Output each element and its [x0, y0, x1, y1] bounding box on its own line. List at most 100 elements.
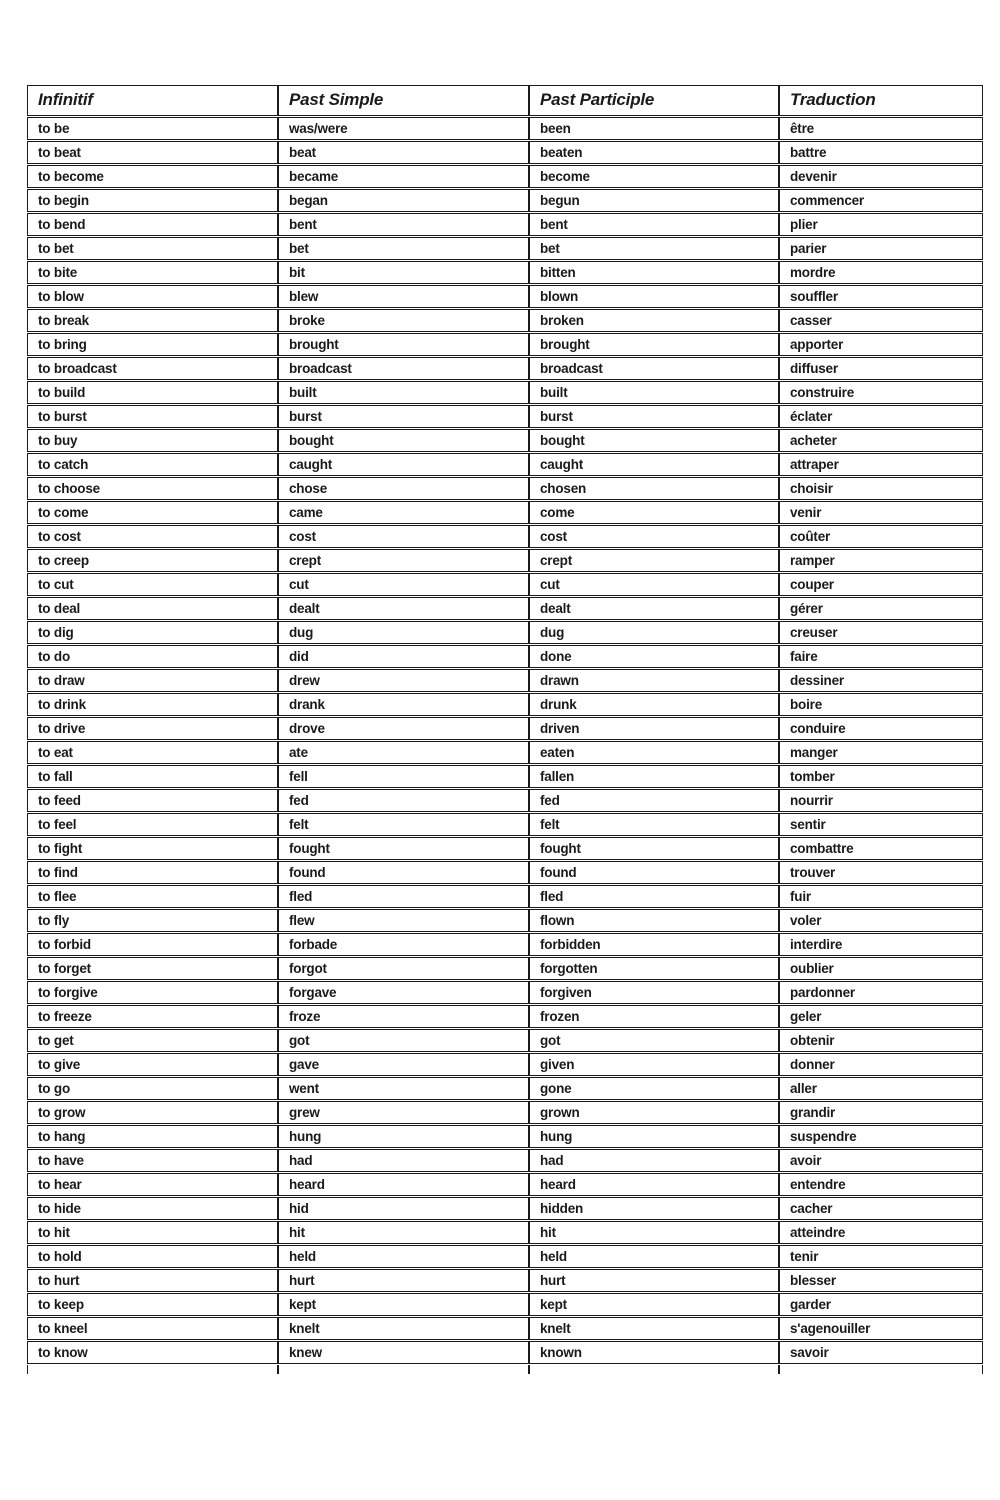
table-row: to fight fought fought combattre — [27, 837, 983, 860]
cell-past-participle: bet — [529, 237, 779, 260]
table-row: to bring brought brought apporter — [27, 333, 983, 356]
cell-traduction: pardonner — [779, 981, 983, 1004]
cell-past-simple: built — [278, 381, 529, 404]
cell-traduction: donner — [779, 1053, 983, 1076]
table-row: to hang hung hung suspendre — [27, 1125, 983, 1148]
cell-past-participle: drawn — [529, 669, 779, 692]
table-row: to come came come venir — [27, 501, 983, 524]
table-row: to build built built construire — [27, 381, 983, 404]
cell-traduction: fuir — [779, 885, 983, 908]
cell-past-simple: found — [278, 861, 529, 884]
cell-past-participle: crept — [529, 549, 779, 572]
table-row: to hear heard heard entendre — [27, 1173, 983, 1196]
cell-past-participle: fled — [529, 885, 779, 908]
table-row: to hurt hurt hurt blesser — [27, 1269, 983, 1292]
cell-past-simple: bet — [278, 237, 529, 260]
cell-traduction: nourrir — [779, 789, 983, 812]
column-header-traduction: Traduction — [779, 85, 983, 116]
cell-past-simple: ate — [278, 741, 529, 764]
cell-past-simple: drank — [278, 693, 529, 716]
table-row: to catch caught caught attraper — [27, 453, 983, 476]
table-row: to feel felt felt sentir — [27, 813, 983, 836]
table-header-row: Infinitif Past Simple Past Participle Tr… — [27, 85, 983, 116]
table-row: to forget forgot forgotten oublier — [27, 957, 983, 980]
cell-traduction: interdire — [779, 933, 983, 956]
table-row: to drive drove driven conduire — [27, 717, 983, 740]
cell-infinitif: to come — [27, 501, 278, 524]
cell-past-simple: got — [278, 1029, 529, 1052]
cell-traduction: boire — [779, 693, 983, 716]
cell-past-simple: fed — [278, 789, 529, 812]
table-row: to kneel knelt knelt s'agenouiller — [27, 1317, 983, 1340]
cell-past-simple: held — [278, 1245, 529, 1268]
cell-infinitif: to burst — [27, 405, 278, 428]
cell-past-participle: forgotten — [529, 957, 779, 980]
cell-past-simple: drew — [278, 669, 529, 692]
table-row: to blow blew blown souffler — [27, 285, 983, 308]
cell-infinitif: to hurt — [27, 1269, 278, 1292]
cell-past-simple: drove — [278, 717, 529, 740]
cell-traduction: savoir — [779, 1341, 983, 1364]
cell-infinitif: to bring — [27, 333, 278, 356]
cell-past-participle: fed — [529, 789, 779, 812]
cell-past-participle: chosen — [529, 477, 779, 500]
cell-traduction: blesser — [779, 1269, 983, 1292]
table-row: to hide hid hidden cacher — [27, 1197, 983, 1220]
table-row: to feed fed fed nourrir — [27, 789, 983, 812]
cell-traduction: être — [779, 117, 983, 140]
cell-infinitif: to fly — [27, 909, 278, 932]
cell-past-simple: fled — [278, 885, 529, 908]
cell-past-simple: forgot — [278, 957, 529, 980]
cell-infinitif: to eat — [27, 741, 278, 764]
cell-past-simple: brought — [278, 333, 529, 356]
cell-past-participle: hurt — [529, 1269, 779, 1292]
table-row: to deal dealt dealt gérer — [27, 597, 983, 620]
cell-infinitif: to hide — [27, 1197, 278, 1220]
cell-infinitif: to begin — [27, 189, 278, 212]
cell-past-simple: cost — [278, 525, 529, 548]
cell-traduction: plier — [779, 213, 983, 236]
column-header-infinitif: Infinitif — [27, 85, 278, 116]
cell-traduction: gérer — [779, 597, 983, 620]
table-row: to drink drank drunk boire — [27, 693, 983, 716]
cell-infinitif: to feel — [27, 813, 278, 836]
table-row: to fly flew flown voler — [27, 909, 983, 932]
cell-past-participle: kept — [529, 1293, 779, 1316]
cell-past-simple: bought — [278, 429, 529, 452]
cell-past-participle: drunk — [529, 693, 779, 716]
cell-traduction: sentir — [779, 813, 983, 836]
table-row: to give gave given donner — [27, 1053, 983, 1076]
cell-traduction: devenir — [779, 165, 983, 188]
cell-past-simple: dealt — [278, 597, 529, 620]
cell-infinitif: to get — [27, 1029, 278, 1052]
table-row: to hit hit hit atteindre — [27, 1221, 983, 1244]
table-body: to be was/were been être to beat beat be… — [27, 117, 983, 1364]
table-row: to grow grew grown grandir — [27, 1101, 983, 1124]
cell-traduction: tomber — [779, 765, 983, 788]
cell-past-simple: broke — [278, 309, 529, 332]
table-row: to cost cost cost coûter — [27, 525, 983, 548]
cell-past-simple: crept — [278, 549, 529, 572]
cell-traduction: trouver — [779, 861, 983, 884]
cell-past-simple: broadcast — [278, 357, 529, 380]
table-row: to eat ate eaten manger — [27, 741, 983, 764]
cell-infinitif: to broadcast — [27, 357, 278, 380]
cell-traduction: mordre — [779, 261, 983, 284]
table-row: to bet bet bet parier — [27, 237, 983, 260]
cell-past-participle: dealt — [529, 597, 779, 620]
cell-past-participle: fallen — [529, 765, 779, 788]
cell-infinitif: to build — [27, 381, 278, 404]
cell-past-participle: found — [529, 861, 779, 884]
cell-infinitif: to be — [27, 117, 278, 140]
table-row: to know knew known savoir — [27, 1341, 983, 1364]
cell-infinitif: to catch — [27, 453, 278, 476]
cell-traduction: éclater — [779, 405, 983, 428]
cell-infinitif: to deal — [27, 597, 278, 620]
cell-past-participle: caught — [529, 453, 779, 476]
cell-traduction: garder — [779, 1293, 983, 1316]
cell-past-simple — [278, 1365, 529, 1374]
cell-infinitif: to forget — [27, 957, 278, 980]
cell-infinitif: to bend — [27, 213, 278, 236]
cell-infinitif: to freeze — [27, 1005, 278, 1028]
cell-past-participle: built — [529, 381, 779, 404]
